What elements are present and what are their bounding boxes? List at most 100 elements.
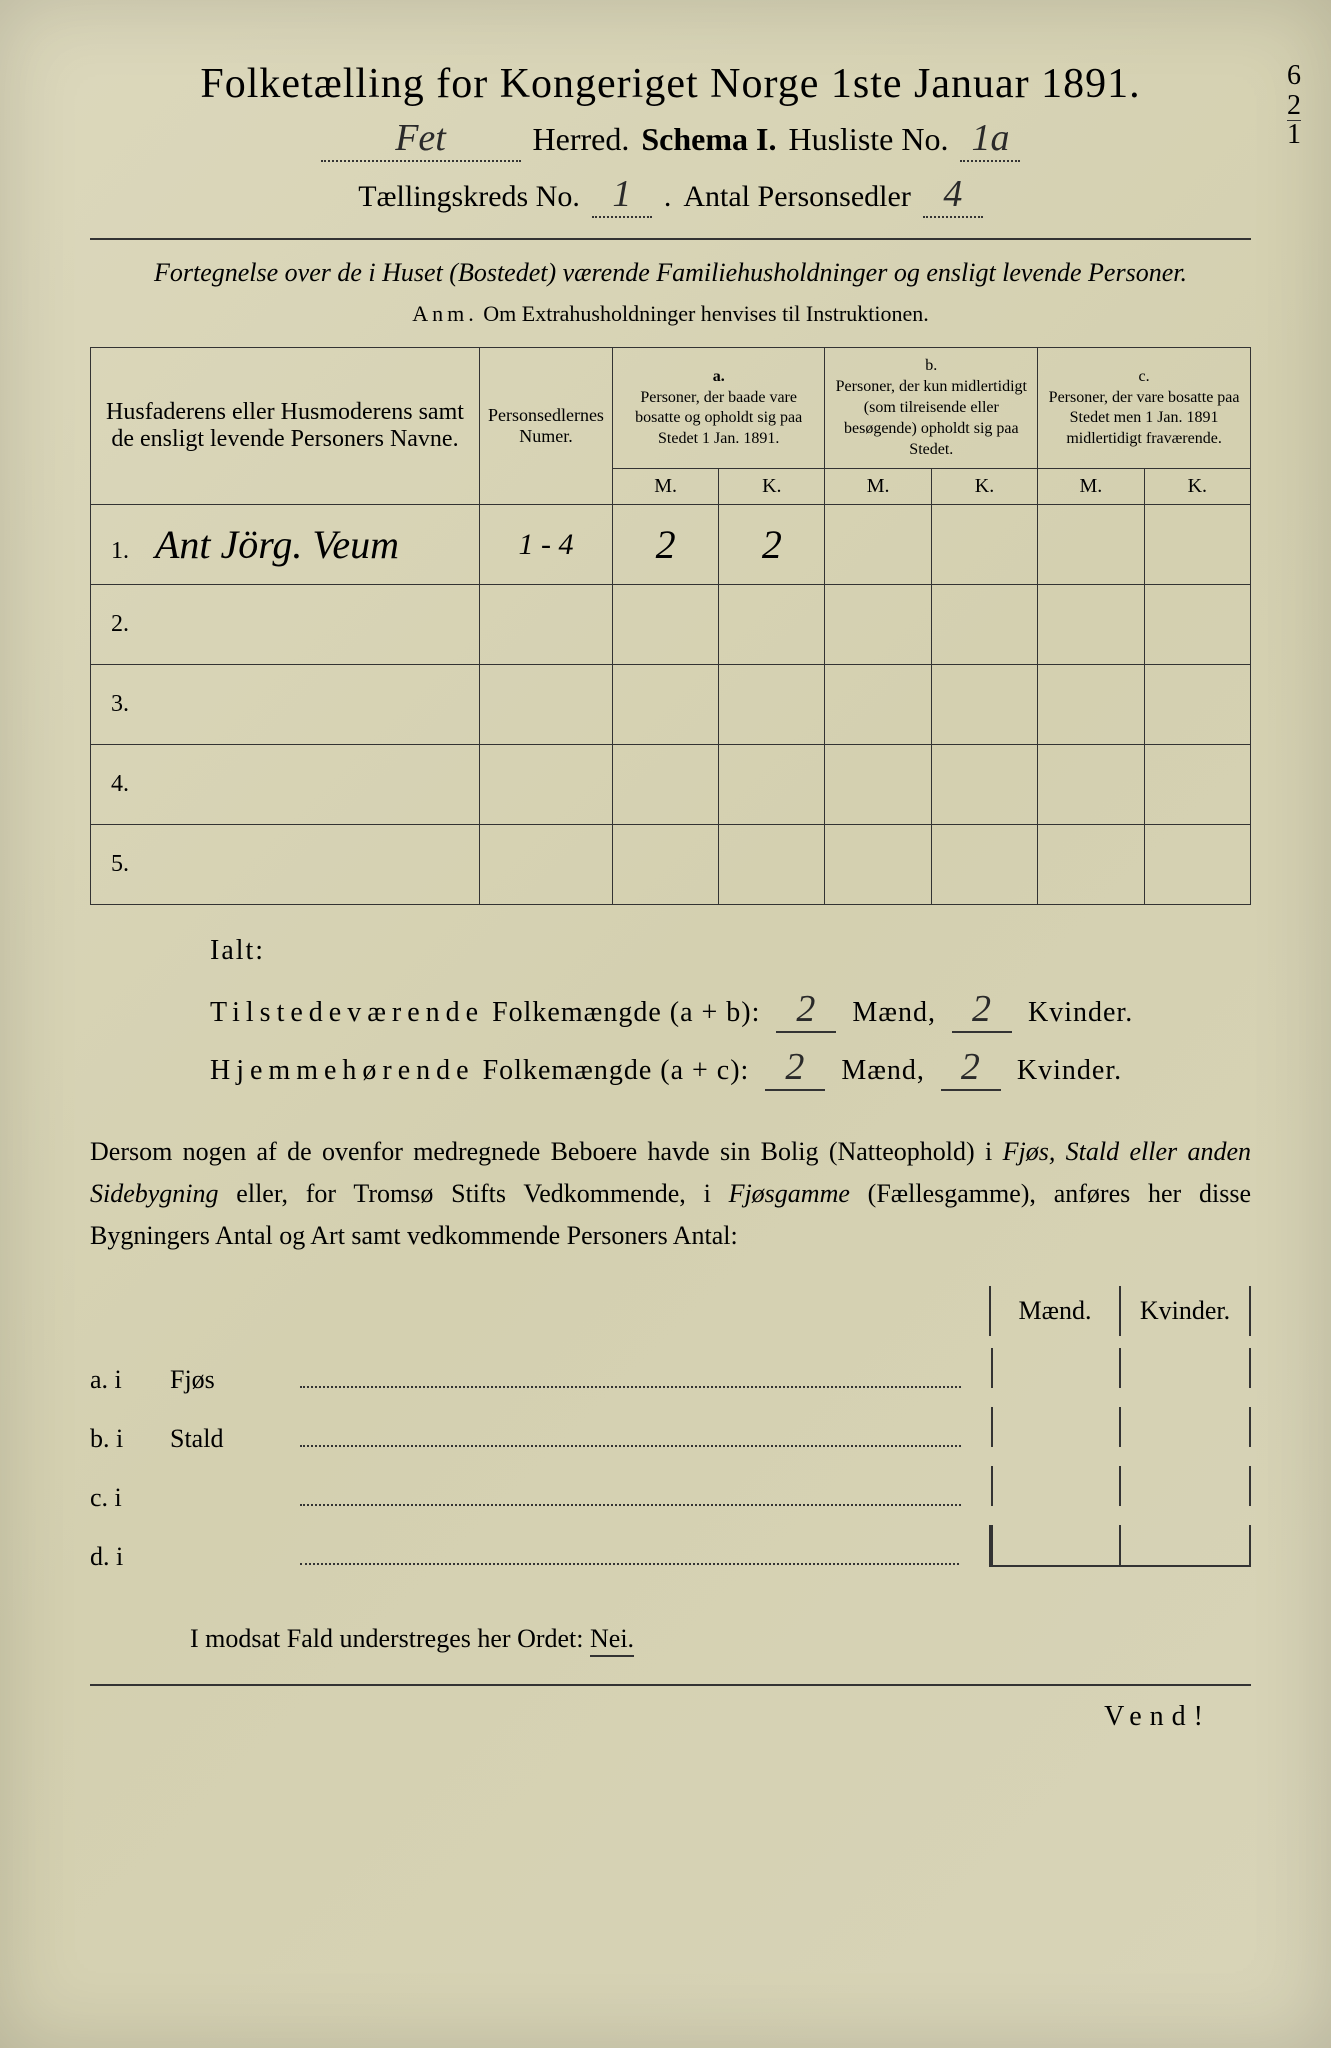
row-5-cm — [1038, 825, 1144, 905]
table-body: 1. Ant Jörg. Veum 1 - 4 2 2 2. — [91, 505, 1251, 905]
row-2-cm — [1038, 585, 1144, 665]
num-col-header: Personsedlernes Numer. — [479, 348, 612, 505]
header-rule — [90, 238, 1251, 240]
row-3-personnum — [479, 665, 612, 745]
census-form-page: 6 2 1 Folketælling for Kongeriget Norge … — [0, 0, 1331, 2048]
maend-header: Mænd. — [991, 1286, 1121, 1336]
row-5-personnum — [479, 825, 612, 905]
outbuilding-row-d: d. i — [90, 1525, 1251, 1572]
kvinder-header: Kvinder. — [1121, 1286, 1251, 1336]
personsedler-value: 4 — [923, 172, 983, 218]
col-b-header: b. Personer, der kun midlertidigt (som t… — [825, 348, 1038, 469]
col-c-text: Personer, der vare bosatte paa Stedet me… — [1044, 388, 1244, 450]
row-5-ck — [1144, 825, 1250, 905]
husliste-label: Husliste No. — [788, 121, 948, 158]
taellingskreds-value: 1 — [592, 172, 652, 218]
table-row: 5. — [91, 825, 1251, 905]
row-3-cm — [1038, 665, 1144, 745]
anm-prefix: Anm. — [412, 301, 478, 326]
c-m-header: M. — [1038, 469, 1144, 505]
row-2-ck — [1144, 585, 1250, 665]
anm-note: Anm. Om Extrahusholdninger henvises til … — [90, 301, 1251, 327]
col-a-text: Personer, der baade vare bosatte og opho… — [619, 388, 818, 450]
main-title: Folketælling for Kongeriget Norge 1ste J… — [90, 60, 1251, 108]
a-m-header: M. — [612, 469, 718, 505]
anm-text: Om Extrahusholdninger henvises til Instr… — [483, 301, 928, 326]
row-1-am: 2 — [612, 505, 718, 585]
name-col-header: Husfaderens eller Husmoderens samt de en… — [91, 348, 480, 505]
row-4-ck — [1144, 745, 1250, 825]
row-1-bk — [931, 505, 1037, 585]
row-5-bm — [825, 825, 931, 905]
herred-label: Herred. — [533, 121, 630, 158]
personsedler-label: Antal Personsedler — [683, 180, 910, 214]
outbuilding-row-a: a. i Fjøs — [90, 1348, 1251, 1395]
row-2-ak — [719, 585, 825, 665]
table-row: 3. — [91, 665, 1251, 745]
table-row: 2. — [91, 585, 1251, 665]
vend-label: Vend! — [90, 1684, 1251, 1733]
row-4-cm — [1038, 745, 1144, 825]
outbuilding-list: Mænd. Kvinder. a. i Fjøs b. i Stald — [90, 1286, 1251, 1584]
ialt-label: Ialt: — [210, 935, 1251, 967]
row-3-am — [612, 665, 718, 745]
row-3-ck — [1144, 665, 1250, 745]
row-4-bk — [931, 745, 1037, 825]
tilstede-k-value: 2 — [952, 987, 1012, 1033]
row-1-bm — [825, 505, 931, 585]
col-a-label: a. — [619, 367, 818, 388]
table-row: 1. Ant Jörg. Veum 1 - 4 2 2 — [91, 505, 1251, 585]
row-4-am — [612, 745, 718, 825]
a-k-header: K. — [719, 469, 825, 505]
margin-annotation: 6 2 1 — [1287, 60, 1301, 151]
row-4-bm — [825, 745, 931, 825]
row-1-ck — [1144, 505, 1250, 585]
row-5-ak — [719, 825, 825, 905]
row-5-name: 5. — [91, 825, 480, 905]
totals-section: Ialt: Tilstedeværende Folkemængde (a + b… — [210, 935, 1251, 1091]
col-a-header: a. Personer, der baade vare bosatte og o… — [612, 348, 824, 469]
herred-value: Fet — [321, 116, 521, 162]
row-3-name: 3. — [91, 665, 480, 745]
nei-word: Nei. — [590, 1624, 634, 1657]
row-3-ak — [719, 665, 825, 745]
b-m-header: M. — [825, 469, 931, 505]
tilstede-line: Tilstedeværende Folkemængde (a + b): 2 M… — [210, 987, 1251, 1033]
hjemme-line: Hjemmehørende Folkemængde (a + c): 2 Mæn… — [210, 1045, 1251, 1091]
col-c-label: c. — [1044, 367, 1244, 388]
taellingskreds-label: Tællingskreds No. — [358, 180, 580, 214]
tilstede-m-value: 2 — [776, 987, 836, 1033]
row-2-name: 2. — [91, 585, 480, 665]
form-subtitle: Fortegnelse over de i Huset (Bostedet) v… — [90, 255, 1251, 291]
husliste-value: 1a — [960, 116, 1020, 162]
row-1-cm — [1038, 505, 1144, 585]
row-2-personnum — [479, 585, 612, 665]
c-k-header: K. — [1144, 469, 1250, 505]
schema-label: Schema I. — [641, 121, 776, 158]
mk-header-box: Mænd. Kvinder. — [989, 1286, 1251, 1336]
row-4-personnum — [479, 745, 612, 825]
margin-fraction-top: 2 — [1287, 92, 1301, 121]
household-table: Husfaderens eller Husmoderens samt de en… — [90, 347, 1251, 905]
margin-fraction: 2 1 — [1287, 92, 1301, 149]
col-b-text: Personer, der kun midlertidigt (som tilr… — [831, 377, 1031, 460]
row-2-bm — [825, 585, 931, 665]
b-k-header: K. — [931, 469, 1037, 505]
outbuilding-row-c: c. i — [90, 1466, 1251, 1513]
row-4-name: 4. — [91, 745, 480, 825]
outbuilding-row-b: b. i Stald — [90, 1407, 1251, 1454]
row-2-am — [612, 585, 718, 665]
row-5-bk — [931, 825, 1037, 905]
row-1-personnum: 1 - 4 — [479, 505, 612, 585]
hjemme-k-value: 2 — [941, 1045, 1001, 1091]
nei-instruction: I modsat Fald understreges her Ordet: Ne… — [190, 1624, 1251, 1654]
header-line-2: Fet Herred. Schema I. Husliste No. 1a — [90, 116, 1251, 162]
margin-fraction-bottom: 1 — [1287, 119, 1301, 150]
row-5-am — [612, 825, 718, 905]
header-line-3: Tællingskreds No. 1 . Antal Personsedler… — [90, 172, 1251, 218]
table-header: Husfaderens eller Husmoderens samt de en… — [91, 348, 1251, 505]
outbuilding-section: Mænd. Kvinder. a. i Fjøs b. i Stald — [90, 1286, 1251, 1584]
hjemme-m-value: 2 — [765, 1045, 825, 1091]
table-row: 4. — [91, 745, 1251, 825]
row-4-ak — [719, 745, 825, 825]
